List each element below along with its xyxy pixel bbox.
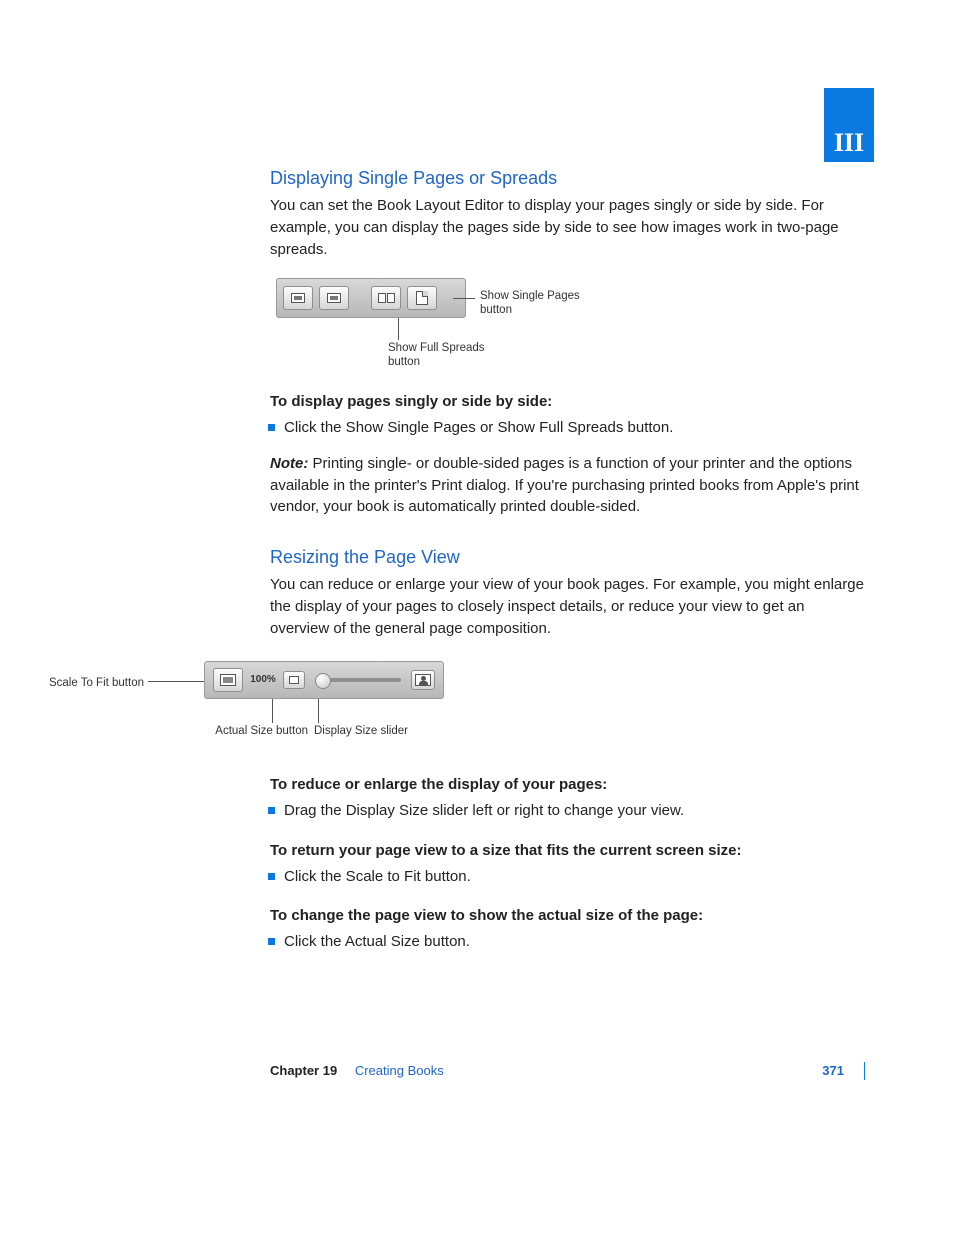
page-number: 371	[822, 1062, 844, 1081]
chapter-label: Chapter 19	[270, 1063, 337, 1078]
display-size-slider[interactable]	[315, 678, 401, 682]
figure-toolbar-pages: Show Single Pagesbutton Show Full Spread…	[270, 278, 865, 373]
page-footer: Chapter 19 Creating Books 371	[270, 1062, 865, 1080]
callout-show-full-spreads: Show Full Spreadsbutton	[388, 342, 485, 370]
callout-actual-size: Actual Size button	[188, 725, 308, 739]
instruction-heading: To display pages singly or side by side:	[270, 391, 865, 413]
section1-paragraph: You can set the Book Layout Editor to di…	[270, 195, 865, 260]
chapter-title: Creating Books	[355, 1063, 444, 1078]
zoom-max-button[interactable]	[411, 670, 435, 690]
toolbar-pages	[276, 278, 466, 318]
leader-line	[148, 681, 208, 682]
list-item: Click the Show Single Pages or Show Full…	[268, 417, 865, 439]
show-single-pages-alt-button[interactable]	[319, 286, 349, 310]
leader-line	[318, 699, 319, 723]
instruction-heading: To change the page view to show the actu…	[270, 905, 865, 927]
figure-toolbar-zoom: Scale To Fit button 100% Actual Size but…	[154, 661, 865, 756]
callout-scale-to-fit: Scale To Fit button	[34, 675, 144, 692]
leader-line	[398, 318, 399, 340]
leader-line	[453, 298, 475, 299]
instruction-heading: To reduce or enlarge the display of your…	[270, 774, 865, 796]
section-heading-resizing: Resizing the Page View	[270, 544, 865, 570]
zoom-percent-label: 100%	[249, 673, 277, 688]
toolbar-zoom: 100%	[204, 661, 444, 699]
instruction-heading: To return your page view to a size that …	[270, 840, 865, 862]
list-item: Click the Actual Size button.	[268, 931, 865, 953]
leader-line	[272, 699, 273, 723]
section-heading-displaying: Displaying Single Pages or Spreads	[270, 165, 865, 191]
note-lead: Note:	[270, 455, 308, 472]
part-tab: III	[824, 88, 874, 162]
note-paragraph: Note: Printing single- or double-sided p…	[270, 453, 865, 518]
show-full-spreads-button[interactable]	[371, 286, 401, 310]
new-page-button[interactable]	[407, 286, 437, 310]
actual-size-button[interactable]	[283, 671, 305, 689]
scale-to-fit-button[interactable]	[213, 668, 243, 692]
show-single-pages-button[interactable]	[283, 286, 313, 310]
list-item: Drag the Display Size slider left or rig…	[268, 800, 865, 822]
callout-show-single-pages: Show Single Pagesbutton	[480, 290, 580, 318]
callout-display-size-slider: Display Size slider	[314, 725, 408, 739]
list-item: Click the Scale to Fit button.	[268, 866, 865, 888]
section2-paragraph: You can reduce or enlarge your view of y…	[270, 574, 865, 639]
